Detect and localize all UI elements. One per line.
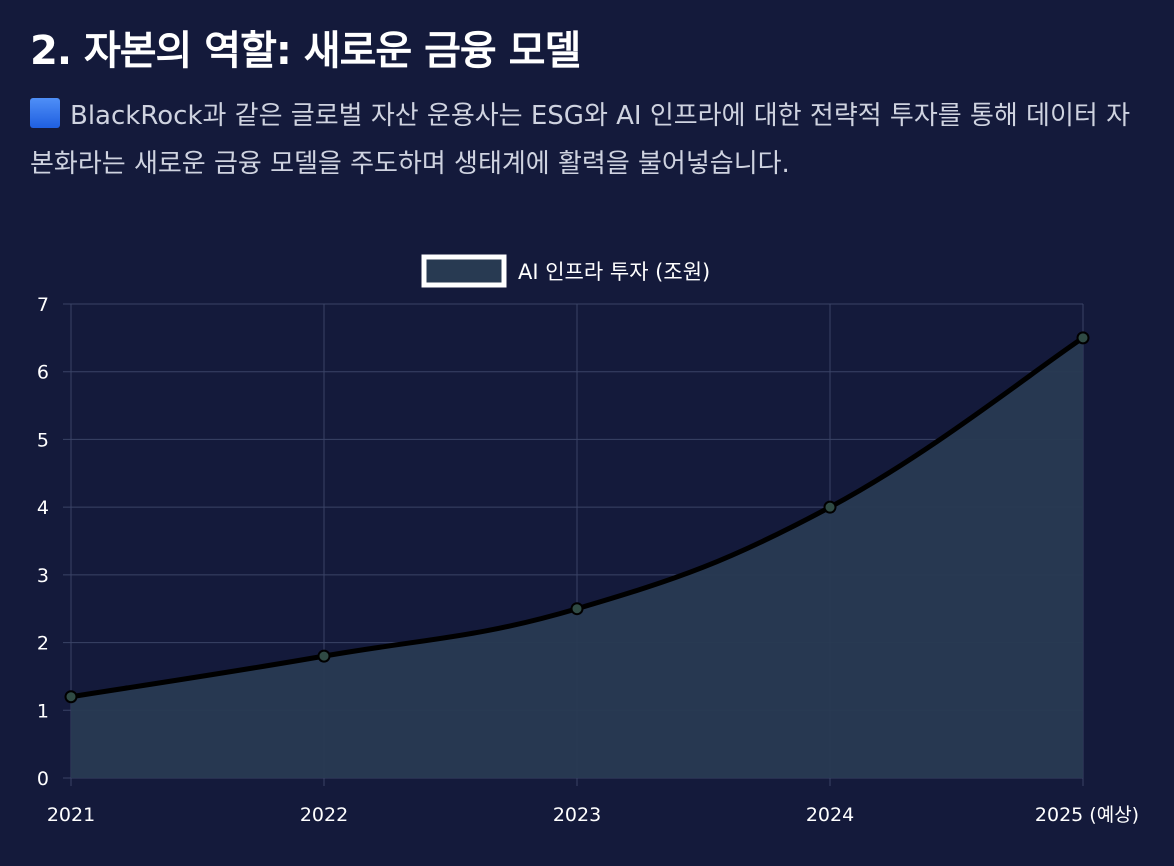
legend-swatch xyxy=(421,254,507,288)
y-tick-label: 5 xyxy=(37,429,49,451)
y-tick-label: 2 xyxy=(37,633,49,655)
y-tick-label: 1 xyxy=(37,700,49,722)
legend-label: AI 인프라 투자 (조원) xyxy=(518,260,710,284)
y-tick-label: 6 xyxy=(37,362,49,384)
series-area-fill xyxy=(71,337,1083,778)
x-tick-label: 2025 (예상) xyxy=(1035,804,1139,826)
page-title: 2. 자본의 역할: 새로운 금융 모델 xyxy=(30,28,581,74)
data-point xyxy=(570,602,584,616)
x-tick-label: 2024 xyxy=(806,804,854,826)
data-point xyxy=(317,649,331,663)
x-tick-label: 2021 xyxy=(47,804,95,826)
data-point xyxy=(64,690,78,704)
blue-square-icon xyxy=(30,98,60,128)
data-point xyxy=(823,500,837,514)
y-axis: 0 1 2 3 4 5 6 7 xyxy=(37,294,49,790)
y-tick-label: 4 xyxy=(37,497,49,519)
x-tick-label: 2023 xyxy=(553,804,601,826)
y-tick-label: 7 xyxy=(37,294,49,316)
x-axis: 2021 2022 2023 2024 2025 (예상) xyxy=(47,804,1139,826)
page-description: BlackRock과 같은 글로벌 자산 운용사는 ESG와 AI 인프라에 대… xyxy=(30,92,1150,188)
area-chart: 0 1 2 3 4 5 6 7 2021 2022 2023 2024 2025 (예상) AI 인프… xyxy=(37,254,1139,826)
data-point xyxy=(1076,331,1090,345)
x-tick-label: 2022 xyxy=(300,804,348,826)
y-tick-label: 3 xyxy=(37,565,49,587)
description-text: BlackRock과 같은 글로벌 자산 운용사는 ESG와 AI 인프라에 대… xyxy=(30,101,1130,179)
y-tick-label: 0 xyxy=(37,768,49,790)
chart-legend[interactable]: AI 인프라 투자 (조원) xyxy=(421,254,710,288)
chart-series xyxy=(64,331,1090,778)
